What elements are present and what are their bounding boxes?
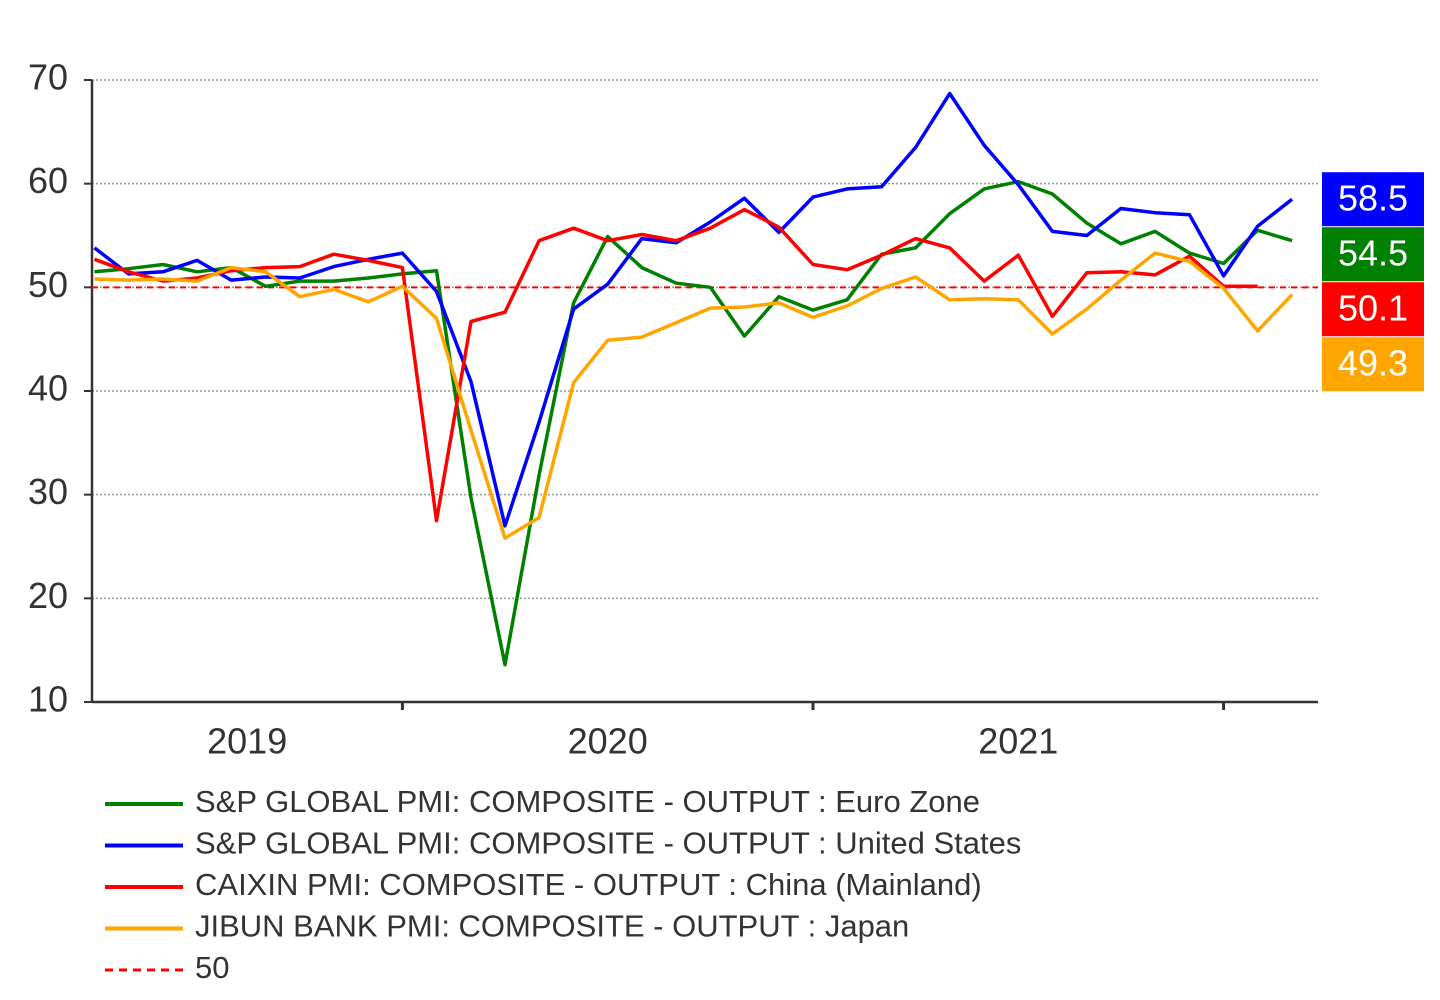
y-tick-label: 40 [28,368,68,409]
y-tick-label: 60 [28,160,68,201]
last-value-box [1322,227,1424,282]
y-tick-label: 10 [28,679,68,720]
last-value-box [1322,172,1424,227]
legend-label: JIBUN BANK PMI: COMPOSITE - OUTPUT : Jap… [195,909,909,944]
last-value-box [1322,282,1424,337]
legend-label: CAIXIN PMI: COMPOSITE - OUTPUT : China (… [195,867,982,902]
x-tick-label: 2020 [568,721,648,762]
legend-label: S&P GLOBAL PMI: COMPOSITE - OUTPUT : Eur… [195,784,980,819]
last-value-label: 50.1 [1338,288,1408,329]
last-value-label: 49.3 [1338,343,1408,384]
series-line [93,91,1294,528]
y-tick-label: 30 [28,471,68,512]
last-value-label: 58.5 [1338,178,1408,219]
x-tick-label: 2021 [978,721,1058,762]
last-value-box [1322,337,1424,392]
y-tick-label: 50 [28,264,68,305]
series-line [94,179,1293,667]
y-tick-label: 20 [28,575,68,616]
x-tick-label: 2019 [207,721,287,762]
legend-label: S&P GLOBAL PMI: COMPOSITE - OUTPUT : Uni… [195,826,1021,861]
y-tick-label: 70 [28,57,68,98]
series-line [93,207,1258,523]
legend-label: 50 [195,950,229,985]
last-value-label: 54.5 [1338,233,1408,274]
series-line [94,251,1294,540]
